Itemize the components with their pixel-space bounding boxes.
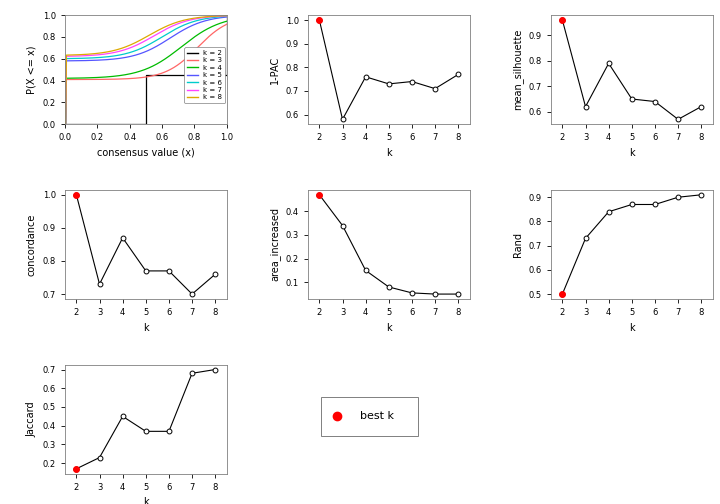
Y-axis label: area_increased: area_increased	[269, 208, 280, 281]
X-axis label: consensus value (x): consensus value (x)	[97, 148, 194, 158]
Y-axis label: mean_silhouette: mean_silhouette	[512, 29, 523, 110]
Y-axis label: P(X <= x): P(X <= x)	[27, 45, 37, 94]
Y-axis label: 1-PAC: 1-PAC	[270, 55, 280, 84]
Legend: k = 2, k = 3, k = 4, k = 5, k = 6, k = 7, k = 8: k = 2, k = 3, k = 4, k = 5, k = 6, k = 7…	[184, 47, 225, 103]
Y-axis label: Jaccard: Jaccard	[27, 401, 37, 437]
Text: best k: best k	[360, 411, 394, 421]
X-axis label: k: k	[386, 148, 392, 158]
X-axis label: k: k	[629, 323, 634, 333]
Y-axis label: concordance: concordance	[27, 213, 37, 276]
X-axis label: k: k	[143, 323, 148, 333]
FancyBboxPatch shape	[321, 397, 418, 435]
X-axis label: k: k	[629, 148, 634, 158]
X-axis label: k: k	[143, 497, 148, 504]
Y-axis label: Rand: Rand	[513, 232, 523, 257]
X-axis label: k: k	[386, 323, 392, 333]
